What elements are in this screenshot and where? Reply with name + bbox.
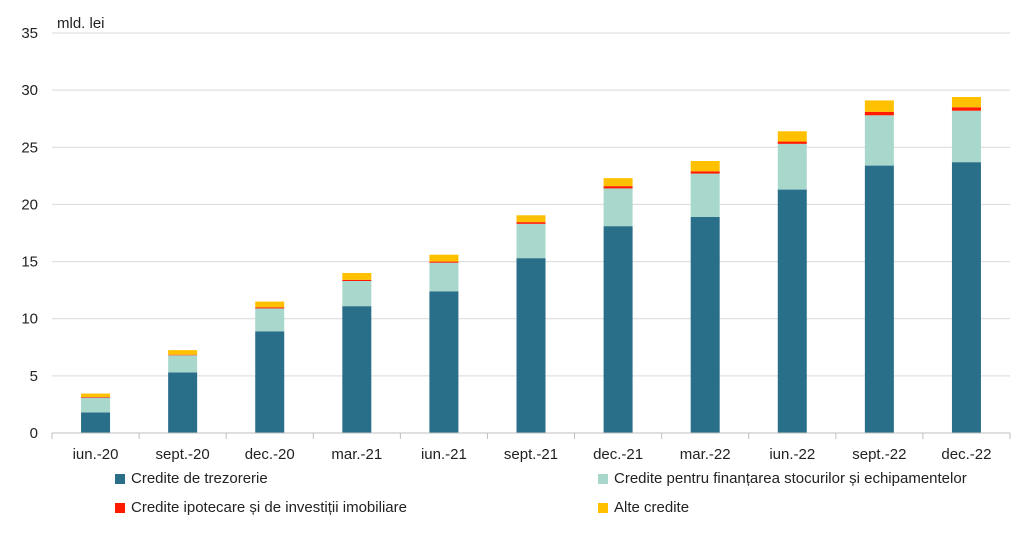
bar-segment-1 [168, 372, 198, 433]
bar-segment-3 [864, 111, 894, 116]
y-axis-unit-label: mld. lei [57, 15, 105, 32]
y-tick-label: 20 [21, 196, 38, 213]
bar-segment-1 [81, 412, 111, 433]
bar-segment-2 [342, 281, 372, 307]
bar-segment-3 [342, 279, 372, 281]
x-tick-label: sept.-20 [156, 446, 210, 463]
legend-swatch [598, 502, 608, 513]
legend-swatch [115, 473, 125, 484]
x-tick-label: iun.-21 [421, 446, 467, 463]
legend-item-alte-credite: Alte credite [598, 499, 689, 516]
bar-segment-4 [516, 215, 546, 223]
bar-segment-3 [81, 397, 111, 398]
x-tick-label: dec.-20 [245, 446, 295, 463]
y-tick-label: 35 [21, 25, 38, 42]
bar-segment-2 [951, 110, 981, 163]
bar-segment-2 [690, 173, 720, 217]
legend-item-credite-ipotecare: Credite ipotecare și de investiții imobi… [115, 499, 407, 516]
y-tick-label: 30 [21, 82, 38, 99]
y-tick-label: 0 [30, 425, 38, 442]
legend-swatch [598, 473, 608, 484]
bar-segment-2 [429, 262, 459, 292]
bar-segment-4 [81, 393, 111, 397]
bar-segment-4 [777, 131, 807, 142]
bar-segment-1 [951, 162, 981, 433]
legend-label: Alte credite [614, 499, 690, 516]
bar-segment-2 [777, 143, 807, 190]
bar-segment-1 [690, 217, 720, 433]
y-tick-label: 25 [21, 139, 38, 156]
y-tick-label: 10 [21, 311, 38, 328]
legend-label: Credite de trezorerie [131, 470, 268, 487]
x-axis: iun.-20 sept.-20 dec.-20 mar.-21 iun.-21 sept… [51, 432, 1011, 463]
bar-segment-3 [777, 141, 807, 144]
bar-segment-3 [168, 354, 198, 356]
bar-segment-2 [81, 397, 111, 413]
bar-segment-3 [516, 222, 546, 224]
y-tick-label: 15 [21, 254, 38, 271]
bar-segment-4 [864, 100, 894, 112]
x-tick-label: iun.-22 [769, 446, 815, 463]
bar-segment-4 [255, 301, 285, 308]
y-axis-ticks: 0 5 10 15 20 25 30 35 [21, 25, 38, 442]
x-tick-label: sept.-21 [504, 446, 558, 463]
legend-label: Credite pentru finanțarea stocurilor și … [614, 470, 967, 487]
x-tick-label: dec.-22 [941, 446, 991, 463]
bar-segment-3 [690, 171, 720, 174]
bar-segment-1 [777, 189, 807, 433]
legend-label: Credite ipotecare și de investiții imobi… [131, 499, 407, 516]
bar-segment-4 [342, 273, 372, 280]
bar-segment-4 [951, 97, 981, 108]
x-tick-label: mar.-21 [331, 446, 382, 463]
x-tick-label: mar.-22 [680, 446, 731, 463]
y-tick-label: 5 [30, 368, 38, 385]
bar-segment-2 [516, 223, 546, 259]
bar-segment-3 [603, 186, 633, 189]
legend-item-credite-de-trezorerie: Credite de trezorerie [115, 470, 268, 487]
bar-segment-3 [951, 107, 981, 111]
legend-item-credite-stocuri: Credite pentru finanțarea stocurilor și … [598, 470, 967, 487]
x-tick-label: sept.-22 [852, 446, 906, 463]
bar-segment-2 [603, 188, 633, 227]
bar-segment-4 [168, 350, 198, 355]
bar-segment-3 [255, 307, 285, 309]
x-tick-label: dec.-21 [593, 446, 643, 463]
bar-segment-4 [690, 161, 720, 172]
bar-segment-1 [603, 226, 633, 433]
bar-segment-1 [516, 258, 546, 433]
bar-segment-2 [864, 115, 894, 166]
bar-segment-3 [429, 261, 459, 263]
bar-segment-1 [342, 306, 372, 433]
bar-segment-4 [429, 254, 459, 262]
bar-segment-1 [255, 331, 285, 433]
bar-segment-1 [429, 291, 459, 433]
bar-segment-2 [255, 308, 285, 332]
bars [81, 97, 981, 434]
bar-segment-2 [168, 355, 198, 373]
legend-swatch [115, 502, 125, 513]
bar-segment-1 [864, 165, 894, 434]
bar-segment-4 [603, 178, 633, 187]
x-tick-label: iun.-20 [73, 446, 119, 463]
